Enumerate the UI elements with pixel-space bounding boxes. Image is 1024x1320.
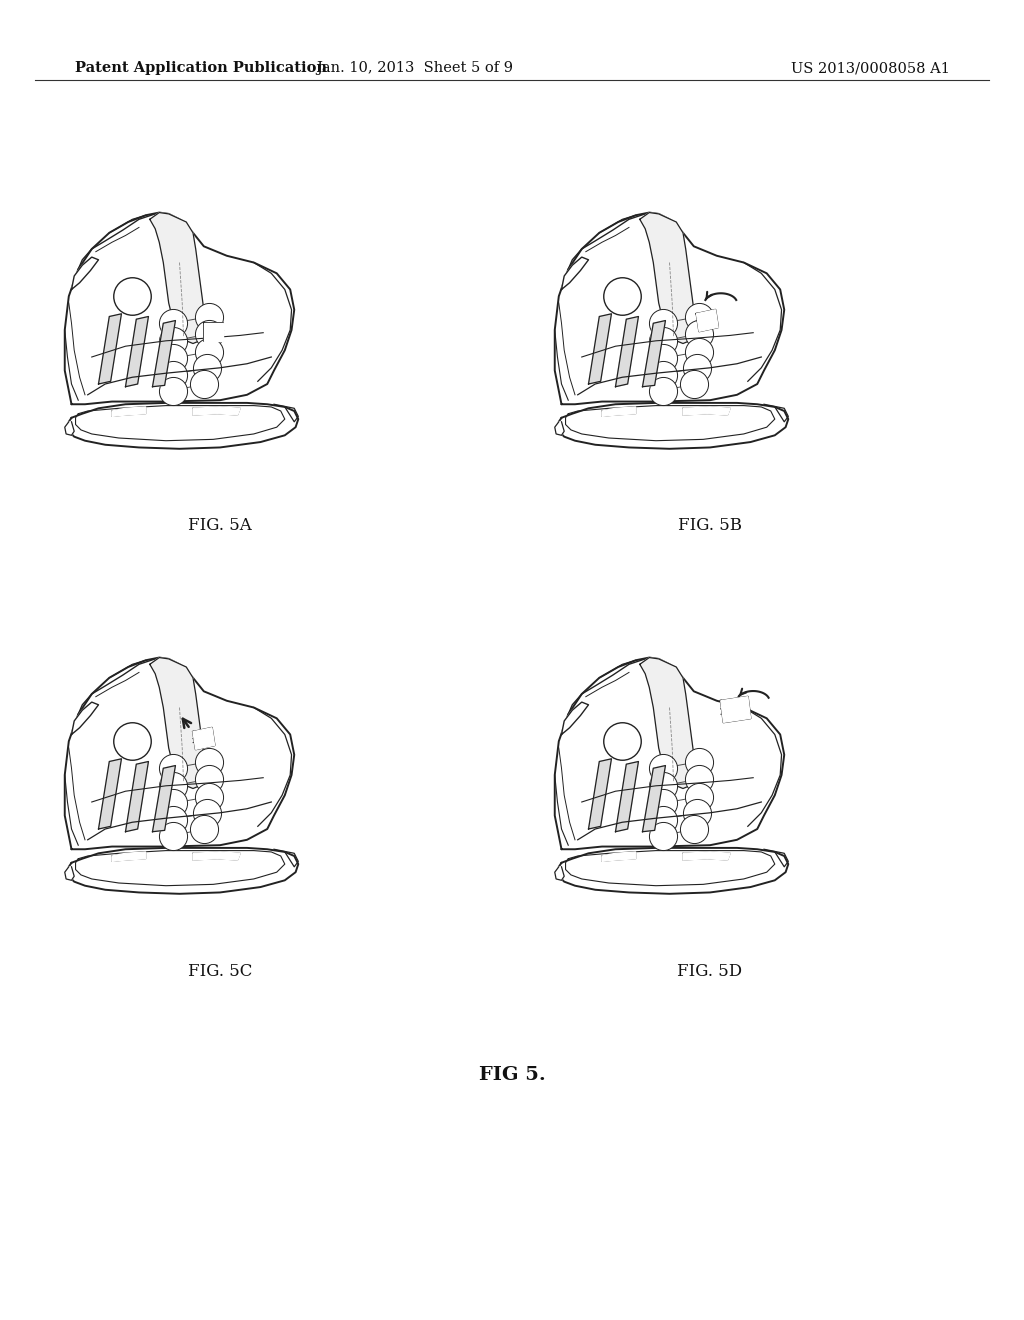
Polygon shape [721,697,751,722]
Polygon shape [683,851,730,861]
Polygon shape [126,317,148,387]
Polygon shape [615,762,638,832]
Polygon shape [150,213,204,343]
Polygon shape [98,759,122,829]
Text: FIG. 5C: FIG. 5C [187,964,252,979]
Text: FIG. 5A: FIG. 5A [188,517,252,535]
Polygon shape [640,213,694,343]
Text: Patent Application Publication: Patent Application Publication [75,61,327,75]
Polygon shape [65,867,74,880]
Polygon shape [589,314,611,384]
Polygon shape [193,851,241,861]
Polygon shape [98,314,122,384]
Polygon shape [589,759,611,829]
Polygon shape [112,851,145,862]
Polygon shape [555,867,564,880]
Polygon shape [150,657,204,788]
Polygon shape [112,407,145,416]
Polygon shape [153,321,175,387]
Polygon shape [65,422,74,436]
Polygon shape [696,310,718,331]
Polygon shape [561,702,589,734]
Polygon shape [683,407,730,414]
Polygon shape [72,702,98,734]
Polygon shape [640,657,694,788]
Polygon shape [193,727,215,750]
Text: FIG. 5D: FIG. 5D [678,964,742,979]
Text: Jan. 10, 2013  Sheet 5 of 9: Jan. 10, 2013 Sheet 5 of 9 [316,61,513,75]
Polygon shape [561,257,589,289]
Polygon shape [615,317,638,387]
Polygon shape [126,762,148,832]
Polygon shape [72,257,98,289]
Polygon shape [602,407,636,416]
Text: FIG 5.: FIG 5. [478,1067,546,1084]
Polygon shape [204,323,222,341]
Polygon shape [642,766,666,832]
Polygon shape [193,407,241,414]
Polygon shape [642,321,666,387]
Text: FIG. 5B: FIG. 5B [678,517,742,535]
Polygon shape [555,422,564,436]
Polygon shape [153,766,175,832]
Text: US 2013/0008058 A1: US 2013/0008058 A1 [792,61,950,75]
Polygon shape [602,851,636,862]
